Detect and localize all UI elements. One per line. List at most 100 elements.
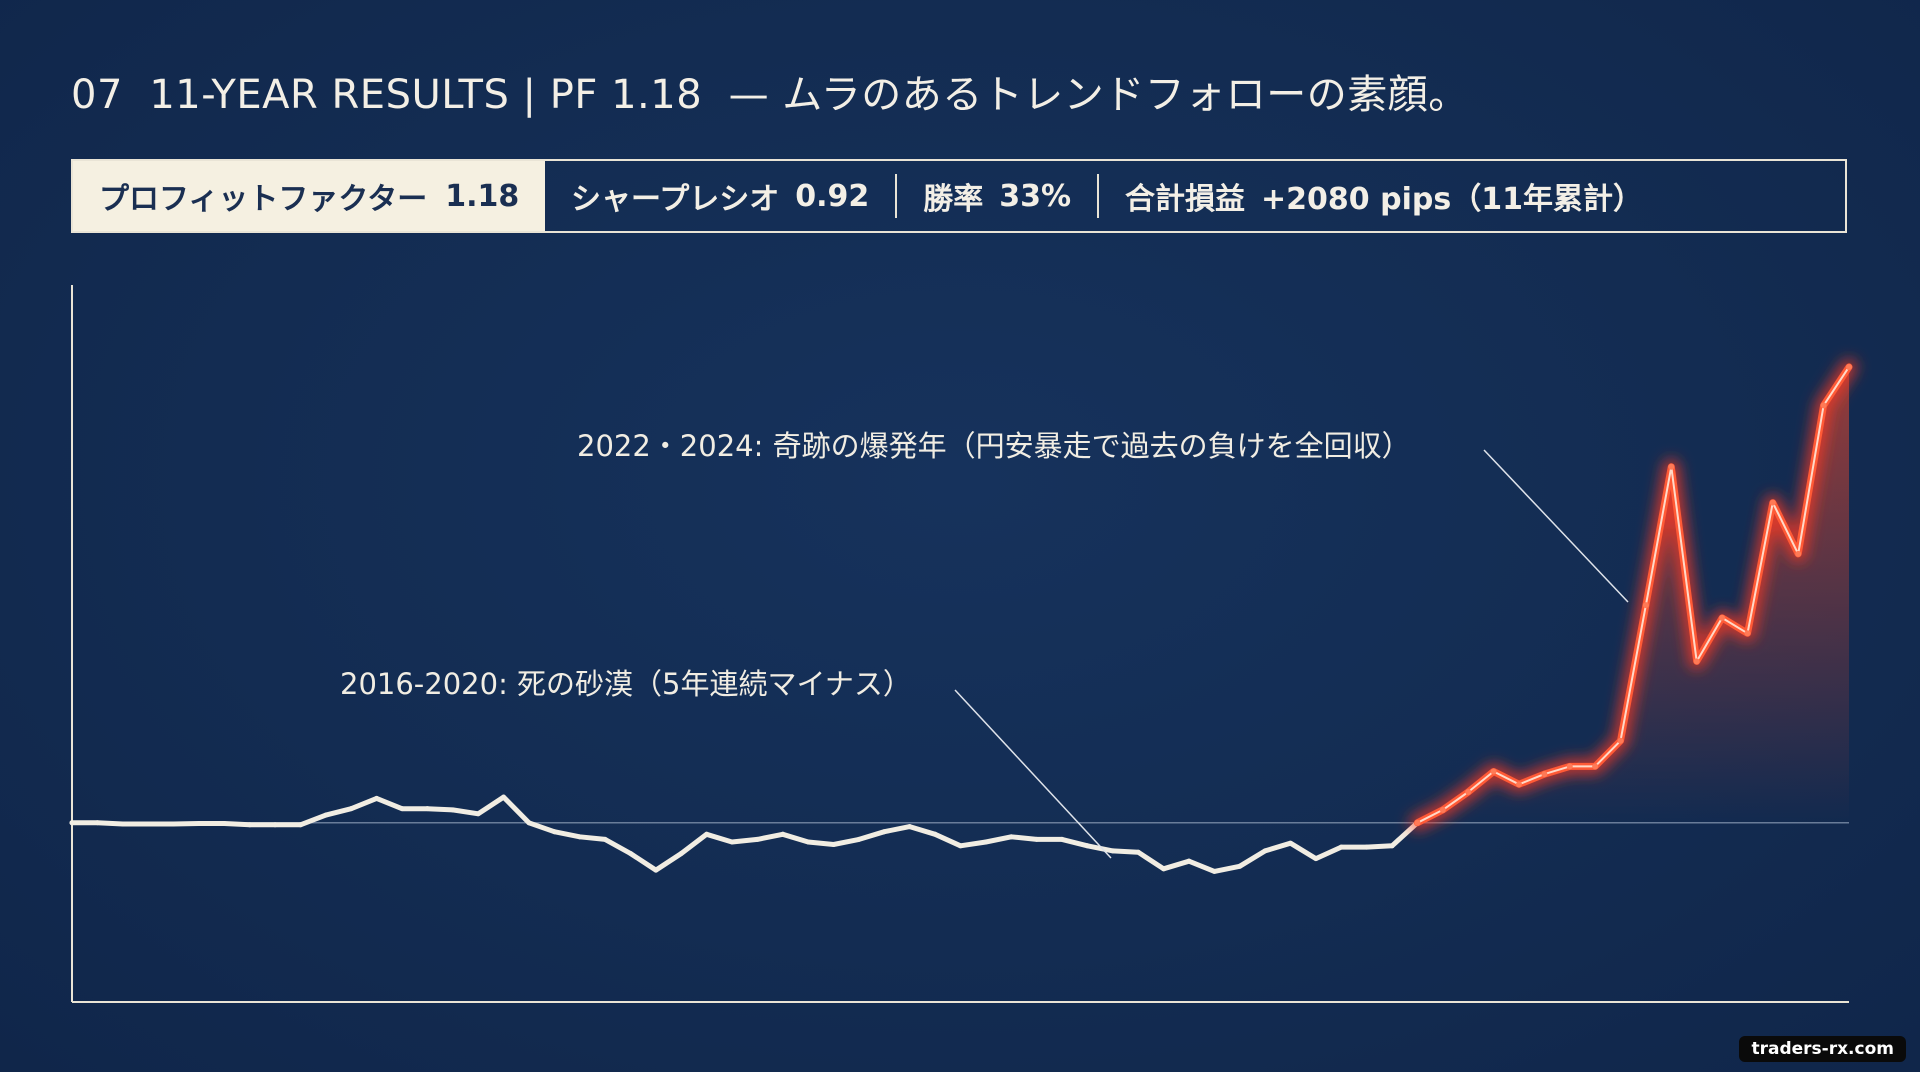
flat-data-point [120, 821, 126, 827]
flat-data-point [1110, 848, 1116, 854]
flat-data-point [1364, 844, 1370, 850]
flat-data-point [627, 850, 633, 856]
flat-data-point [678, 850, 684, 856]
flat-data-point [171, 821, 177, 827]
flat-data-point [1262, 848, 1268, 854]
flat-data-point [602, 836, 608, 842]
flat-data-point [69, 820, 75, 826]
winrate-label: 勝率 [923, 182, 984, 217]
desert-annotation: 2016-2020: 死の砂漠（5年連続マイナス） [340, 667, 912, 701]
divider [1097, 174, 1100, 218]
sharpe-stat: シャープレシオ 0.92 [545, 174, 895, 218]
flat-data-point [856, 836, 862, 842]
flat-data-point [780, 831, 786, 837]
flat-data-point [577, 834, 583, 840]
flat-data-point [221, 821, 227, 827]
boom-data-point [1592, 763, 1599, 770]
flat-data-point [958, 843, 963, 849]
flat-data-point [704, 831, 710, 837]
flat-data-point [881, 829, 887, 835]
flat-data-point [1008, 834, 1014, 840]
winrate-value: 33% [999, 178, 1072, 214]
flat-data-point [247, 822, 253, 828]
boom-leader-line [1483, 449, 1629, 603]
flat-data-point [348, 806, 354, 812]
boom-data-point [1846, 363, 1852, 370]
boom-data-point [1515, 781, 1522, 788]
flat-data-point [1161, 866, 1167, 872]
divider [895, 174, 898, 218]
profit-factor-value: 1.18 [445, 178, 520, 214]
sharpe-value: 0.92 [795, 178, 870, 214]
boom-series-core [1416, 365, 1850, 824]
boom-data-point [1668, 463, 1675, 470]
boom-data-point [1769, 499, 1776, 506]
profit-factor-label: プロフィットファクター [99, 182, 428, 217]
page-title: 07 11-YEAR RESULTS | PF 1.18 — ムラのあるトレンド… [71, 72, 1469, 118]
flat-data-point [653, 867, 659, 873]
title-tagline: — ムラのあるトレンドフォローの素顔。 [728, 72, 1469, 118]
boom-data-point [1693, 658, 1700, 665]
flat-data-point [1288, 840, 1294, 846]
winrate-stat: 勝率 33% [897, 174, 1097, 218]
flat-data-point [501, 794, 507, 800]
boom-data-point [1744, 630, 1751, 637]
flat-data-point [450, 807, 456, 813]
flat-data-point [1084, 843, 1090, 849]
flat-data-point [754, 836, 760, 842]
flat-data-point [399, 806, 405, 812]
flat-data-point [1135, 849, 1141, 855]
boom-data-point [1541, 771, 1548, 778]
flat-data-point [145, 821, 151, 827]
sharpe-label: シャープレシオ [571, 182, 780, 217]
boom-data-point [1617, 737, 1624, 744]
boom-data-point [1719, 614, 1726, 621]
boom-data-point [1820, 402, 1827, 409]
flat-data-point [1389, 843, 1395, 849]
desert-leader-line [954, 689, 1112, 859]
title-pf: PF 1.18 [549, 72, 703, 118]
boom-data-point [1414, 819, 1421, 826]
slide-number: 07 [71, 72, 123, 118]
flat-data-point [475, 811, 481, 817]
boom-data-point [1490, 768, 1497, 775]
boom-data-point [1795, 550, 1802, 557]
flat-data-point [1313, 856, 1319, 862]
title-heading: 11-YEAR RESULTS [149, 72, 510, 118]
flat-data-point [1059, 836, 1065, 842]
source-watermark: traders-rx.com [1739, 1036, 1906, 1062]
total-stat: 合計損益 +2080 pips（11年累計） [1099, 174, 1669, 218]
flat-data-point [1186, 858, 1192, 864]
flat-data-point [907, 824, 913, 830]
boom-area-fill [1417, 366, 1849, 823]
boom-data-point [1465, 789, 1472, 796]
flat-data-point [94, 820, 100, 826]
flat-data-point [551, 829, 557, 835]
boom-data-point [1439, 806, 1446, 813]
flat-series-line [69, 794, 1420, 874]
flat-data-point [374, 795, 380, 801]
flat-data-point [526, 820, 532, 826]
flat-data-point [805, 839, 811, 845]
flat-data-point [196, 821, 202, 827]
flat-data-point [831, 842, 837, 848]
flat-data-point [272, 822, 278, 828]
flat-data-point [932, 831, 938, 837]
flat-data-point [1211, 868, 1217, 874]
profit-factor-chip: プロフィットファクター 1.18 [73, 161, 545, 231]
flat-data-point [1237, 863, 1243, 869]
flat-data-point [1338, 844, 1344, 850]
flat-data-point [729, 839, 735, 845]
flat-data-point [424, 806, 430, 812]
flat-data-point [1034, 836, 1040, 842]
boom-data-point [1566, 763, 1573, 770]
stats-bar: プロフィットファクター 1.18 シャープレシオ 0.92 勝率 33% 合計損… [71, 159, 1847, 233]
boom-annotation: 2022・2024: 奇跡の爆発年（円安暴走で過去の負けを全回収） [577, 429, 1411, 463]
flat-data-point [983, 839, 989, 845]
flat-data-point [323, 812, 329, 818]
total-label: 合計損益 [1125, 182, 1246, 217]
boom-data-point [1642, 602, 1649, 609]
total-value: +2080 pips（11年累計） [1261, 182, 1643, 217]
flat-data-point [297, 822, 303, 828]
